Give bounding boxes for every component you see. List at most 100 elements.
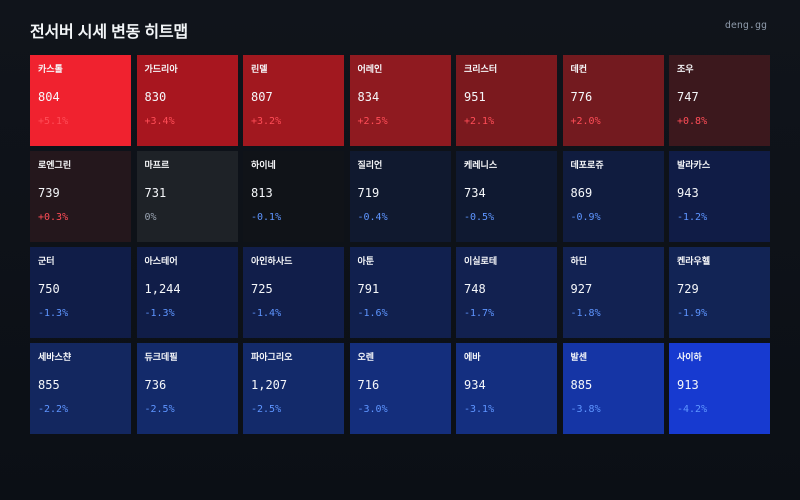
price-change: +2.1% (464, 116, 495, 127)
price-change: +3.4% (144, 116, 175, 127)
server-price: 716 (357, 378, 380, 392)
heatmap-cell[interactable]: 사이하 913 -4.2% (669, 343, 770, 434)
price-change: -0.9% (570, 212, 601, 223)
server-name: 아스테어 (144, 256, 178, 266)
server-price: 913 (677, 378, 699, 392)
server-price: 725 (251, 282, 273, 296)
server-name: 마프르 (144, 160, 170, 170)
server-price: 729 (677, 282, 699, 296)
heatmap-cell[interactable]: 듀크데필 736 -2.5% (136, 343, 238, 434)
server-price: 885 (570, 378, 593, 392)
price-change: -1.4% (251, 308, 282, 319)
heatmap-cell[interactable]: 카스톨 804 +5.1% (30, 55, 131, 146)
server-price: 1,244 (144, 282, 181, 296)
heatmap-cell[interactable]: 발라카스 943 -1.2% (669, 151, 770, 242)
price-change: -0.5% (464, 212, 495, 223)
server-price: 804 (38, 90, 60, 104)
server-name: 어레인 (357, 64, 383, 74)
price-change: -1.9% (677, 308, 708, 319)
heatmap-cell[interactable]: 어레인 834 +2.5% (349, 55, 451, 146)
heatmap-cell[interactable]: 아인하사드 725 -1.4% (243, 247, 344, 338)
heatmap-cell[interactable]: 군터 750 -1.3% (30, 247, 131, 338)
page-header: 전서버 시세 변동 히트맵 deng.gg (30, 18, 767, 42)
server-price: 739 (38, 186, 60, 200)
heatmap-grid: 카스톨 804 +5.1% 가드리아 830 +3.4% 린델 807 +3.2% 어레인 834 +… (30, 55, 770, 434)
heatmap-cell[interactable]: 데컨 776 +2.0% (562, 55, 664, 146)
server-name: 듀크데필 (144, 352, 178, 362)
server-name: 린델 (251, 64, 268, 74)
price-change: -1.3% (38, 308, 69, 319)
server-name: 사이하 (677, 352, 702, 362)
heatmap-cell[interactable]: 하딘 927 -1.8% (562, 247, 664, 338)
heatmap-cell[interactable]: 아스테어 1,244 -1.3% (136, 247, 238, 338)
server-name: 아인하사드 (251, 256, 293, 266)
server-name: 세바스챤 (38, 352, 72, 362)
heatmap-cell[interactable]: 세바스챤 855 -2.2% (30, 343, 131, 434)
server-price: 750 (38, 282, 60, 296)
server-name: 로엔그린 (38, 160, 72, 170)
server-name: 데포로쥬 (570, 160, 604, 170)
server-price: 734 (464, 186, 486, 200)
server-name: 하딘 (570, 256, 588, 266)
server-name: 이실로테 (464, 256, 498, 266)
heatmap-cell[interactable]: 마프르 731 0% (136, 151, 238, 242)
price-change: -4.2% (677, 404, 708, 415)
heatmap-cell[interactable]: 발센 885 -3.8% (562, 343, 664, 434)
server-price: 791 (357, 282, 380, 296)
server-price: 719 (357, 186, 380, 200)
server-price: 1,207 (251, 378, 288, 392)
server-price: 776 (570, 90, 593, 104)
price-change: -3.0% (357, 404, 388, 415)
server-price: 934 (464, 378, 486, 392)
price-change: -1.6% (357, 308, 388, 319)
heatmap-cell[interactable]: 오렌 716 -3.0% (349, 343, 451, 434)
heatmap-cell[interactable]: 질리언 719 -0.4% (349, 151, 451, 242)
heatmap-cell[interactable]: 린델 807 +3.2% (243, 55, 344, 146)
heatmap-cell[interactable]: 크리스터 951 +2.1% (456, 55, 557, 146)
heatmap-cell[interactable]: 켄라우헬 729 -1.9% (669, 247, 770, 338)
server-price: 736 (144, 378, 167, 392)
price-change: +2.5% (357, 116, 388, 127)
server-price: 834 (357, 90, 380, 104)
server-price: 747 (677, 90, 699, 104)
server-price: 813 (251, 186, 273, 200)
heatmap-cell[interactable]: 에바 934 -3.1% (456, 343, 557, 434)
server-name: 파아그리오 (251, 352, 293, 362)
server-name: 아툰 (357, 256, 375, 266)
heatmap-cell[interactable]: 하이네 813 -0.1% (243, 151, 344, 242)
page-title: 전서버 시세 변동 히트맵 (30, 24, 188, 41)
server-name: 가드리아 (144, 64, 178, 74)
heatmap-cell[interactable]: 아툰 791 -1.6% (349, 247, 451, 338)
price-change: -1.8% (570, 308, 601, 319)
heatmap-cell[interactable]: 이실로테 748 -1.7% (456, 247, 557, 338)
price-change: -3.8% (570, 404, 601, 415)
price-change: +2.0% (570, 116, 601, 127)
server-name: 데컨 (570, 64, 588, 74)
heatmap-cell[interactable]: 로엔그린 739 +0.3% (30, 151, 131, 242)
price-change: -1.3% (144, 308, 175, 319)
price-change: -0.4% (357, 212, 388, 223)
server-price: 807 (251, 90, 273, 104)
server-name: 크리스터 (464, 64, 498, 74)
server-price: 943 (677, 186, 699, 200)
price-change: -2.5% (144, 404, 175, 415)
price-change: +5.1% (38, 116, 69, 127)
server-name: 발센 (570, 352, 588, 362)
heatmap-cell[interactable]: 가드리아 830 +3.4% (136, 55, 238, 146)
price-change: +0.8% (677, 116, 708, 127)
price-change: -2.5% (251, 404, 282, 415)
server-price: 855 (38, 378, 60, 392)
price-change: +0.3% (38, 212, 69, 223)
price-change: -0.1% (251, 212, 282, 223)
server-name: 발라카스 (677, 160, 711, 170)
heatmap-cell[interactable]: 케레니스 734 -0.5% (456, 151, 557, 242)
server-price: 927 (570, 282, 593, 296)
price-change: 0% (144, 212, 157, 223)
server-name: 군터 (38, 256, 55, 266)
heatmap-cell[interactable]: 조우 747 +0.8% (669, 55, 770, 146)
heatmap-cell[interactable]: 데포로쥬 869 -0.9% (562, 151, 664, 242)
server-price: 748 (464, 282, 486, 296)
price-change: -1.7% (464, 308, 495, 319)
heatmap-cell[interactable]: 파아그리오 1,207 -2.5% (243, 343, 344, 434)
server-price: 869 (570, 186, 593, 200)
